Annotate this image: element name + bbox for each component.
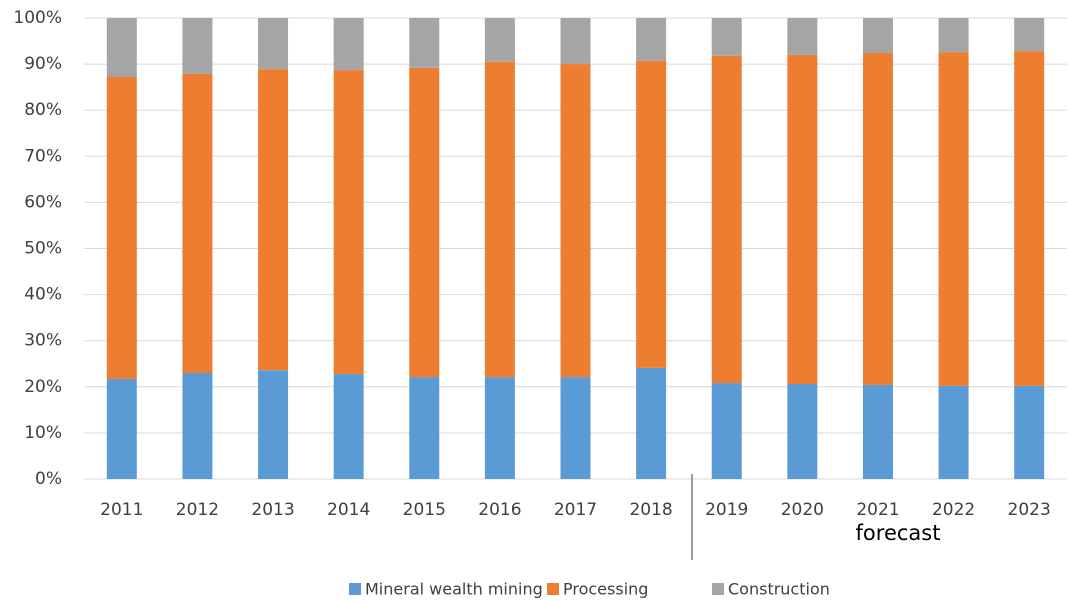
bar-segment (182, 73, 213, 373)
x-tick-label: 2020 (781, 500, 824, 520)
x-tick-label: 2023 (1008, 500, 1051, 520)
bar-segment (333, 70, 364, 374)
x-tick-label: 2015 (403, 500, 446, 520)
bar-segment (484, 377, 515, 479)
x-tick-label: 2019 (705, 500, 748, 520)
bar-segment (1014, 385, 1045, 479)
bar-segment (938, 18, 969, 53)
y-tick-label: 70% (24, 146, 62, 166)
legend-label: Mineral wealth mining (365, 580, 543, 599)
bar-segment (862, 53, 893, 385)
y-tick-label: 30% (24, 331, 62, 351)
bar-segment (1014, 18, 1045, 52)
y-tick-label: 40% (24, 285, 62, 305)
bar-segment (787, 54, 818, 385)
legend-swatch (349, 583, 361, 595)
y-tick-label: 50% (24, 239, 62, 259)
legend-swatch (547, 583, 559, 595)
bar-segment (787, 384, 818, 479)
bar-segment (484, 61, 515, 378)
legend-label: Processing (563, 580, 648, 599)
bar-segment (636, 60, 667, 368)
legend-swatch (712, 583, 724, 595)
x-tick-label: 2016 (478, 500, 521, 520)
bar-segment (711, 383, 742, 479)
y-tick-label: 60% (24, 192, 62, 212)
y-tick-label: 10% (24, 423, 62, 443)
bar-segment (409, 377, 440, 479)
x-tick-label: 2013 (251, 500, 294, 520)
bar-segment (1014, 51, 1045, 386)
bar-segment (333, 18, 364, 71)
bar-segment (560, 64, 591, 378)
bar-segment (862, 384, 893, 479)
bar-segment (182, 18, 213, 74)
bar-segment (333, 373, 364, 479)
y-tick-label: 90% (24, 54, 62, 74)
bar-segment (560, 377, 591, 479)
bar-segment (258, 370, 289, 479)
annotation: forecast (856, 521, 941, 545)
x-tick-label: 2021 (856, 500, 899, 520)
x-tick-label: 2022 (932, 500, 975, 520)
legend-label: Construction (728, 580, 830, 599)
bar-segment (484, 18, 515, 62)
bar-segment (409, 67, 440, 378)
bar-segment (711, 55, 742, 384)
bar-segment (182, 372, 213, 479)
bar-segment (106, 378, 137, 479)
bar-segment (560, 18, 591, 65)
bar-segment (106, 18, 137, 78)
x-tick-label: 2012 (176, 500, 219, 520)
y-tick-label: 100% (13, 8, 62, 28)
y-tick-label: 80% (24, 100, 62, 120)
x-tick-label: 2018 (629, 500, 672, 520)
bar-segment (409, 18, 440, 68)
bar-segment (862, 18, 893, 54)
y-tick-label: 20% (24, 377, 62, 397)
bar-segment (636, 18, 667, 61)
x-tick-label: 2011 (100, 500, 143, 520)
bar-segment (258, 69, 289, 371)
x-tick-label: 2017 (554, 500, 597, 520)
bar-segment (938, 385, 969, 479)
bar-segment (711, 18, 742, 56)
x-tick-label: 2014 (327, 500, 370, 520)
bar-segment (258, 18, 289, 70)
bar-segment (106, 77, 137, 379)
bar-segment (636, 367, 667, 479)
bars (106, 18, 1045, 479)
y-tick-label: 0% (35, 469, 62, 489)
bar-segment (787, 18, 818, 55)
bar-segment (938, 52, 969, 386)
